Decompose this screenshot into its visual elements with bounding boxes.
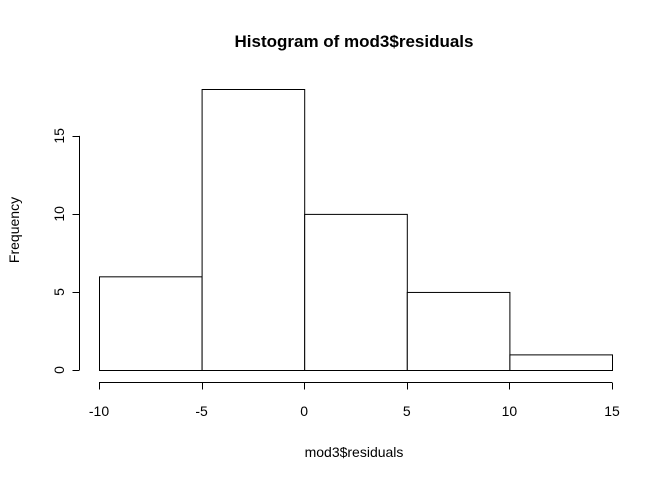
y-tick-label: 10 — [51, 206, 67, 222]
histogram-bar-2 — [304, 213, 408, 371]
y-tick-label: 15 — [51, 128, 67, 144]
x-tick-label: 15 — [604, 403, 620, 419]
y-tick-label: 5 — [51, 288, 67, 296]
x-tick-label: -5 — [195, 403, 208, 419]
chart-title: Histogram of mod3$residuals — [234, 32, 473, 51]
y-tick-label: 0 — [51, 366, 67, 374]
x-tick-label: -10 — [89, 403, 109, 419]
x-tick-label: 5 — [403, 403, 411, 419]
histogram-bar-3 — [406, 291, 511, 372]
bars-group — [99, 89, 613, 372]
histogram-bar-4 — [509, 354, 613, 371]
x-axis-label: mod3$residuals — [305, 444, 404, 460]
x-axis: -10 -5 0 5 10 15 — [89, 382, 620, 419]
histogram-bar-1 — [201, 89, 306, 371]
y-axis-label: Frequency — [6, 197, 22, 263]
x-tick-label: 0 — [300, 403, 308, 419]
x-tick-label: 10 — [502, 403, 518, 419]
y-axis: 0 5 10 15 — [51, 128, 80, 374]
histogram-bar-0 — [99, 276, 203, 372]
